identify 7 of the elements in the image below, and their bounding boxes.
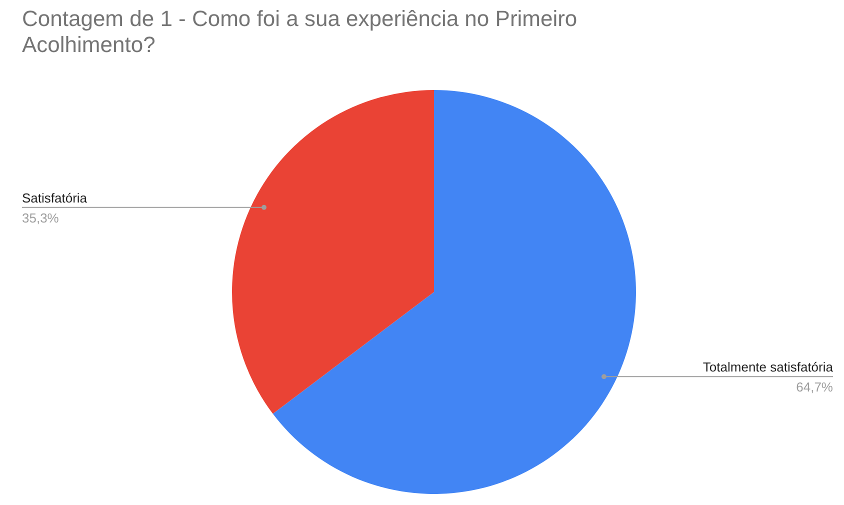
- slice-label: Totalmente satisfatória: [702, 360, 834, 375]
- data-label: 64,7%: [796, 380, 834, 395]
- slice-label: Satisfatória: [22, 190, 88, 206]
- data-label: 35,3%: [22, 210, 60, 226]
- pie-slice: [232, 90, 434, 414]
- chart-title: Contagem de 1 - Como foi a sua experiência no Primeiro Acolhimento?: [22, 6, 578, 58]
- pie-slice: [272, 90, 636, 494]
